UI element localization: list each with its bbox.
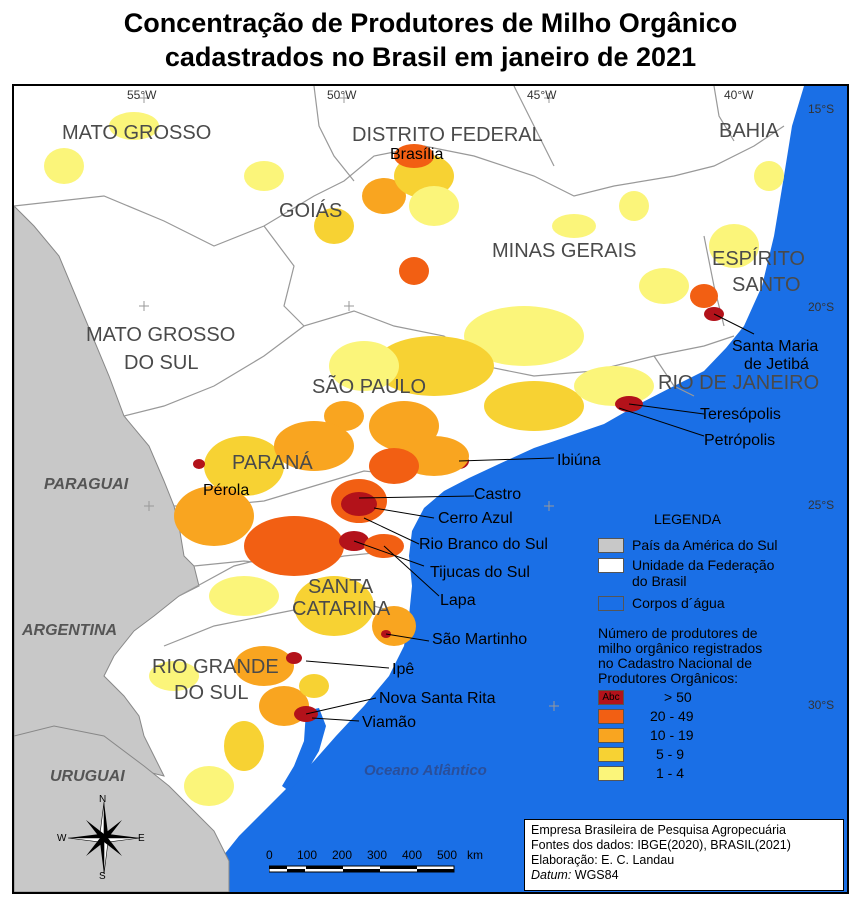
legend-swatch-class-3: [598, 728, 624, 743]
legend-label-water: Corpos d´água: [632, 595, 725, 611]
state-label-rio-de-janeiro: RIO DE JANEIRO: [658, 372, 820, 394]
credits-line: Elaboração: E. C. Landau: [531, 853, 675, 867]
state-label-distrito-federal: DISTRITO FEDERAL: [352, 124, 543, 146]
state-label-rio-grande-do-sul: DO SUL: [174, 682, 249, 704]
state-label-goias: GOIÁS: [279, 200, 343, 222]
scale-unit: km: [467, 848, 483, 862]
legend-swatch-class-1: Abc: [598, 690, 624, 705]
legend-label-country: País da América do Sul: [632, 537, 778, 553]
legend-classes-title: no Cadastro Nacional de: [598, 655, 753, 671]
city-label-sao-martinho: São Martinho: [432, 631, 528, 648]
city-label-teresopolis: Teresópolis: [700, 406, 781, 423]
country-label-argentina: ARGENTINA: [22, 622, 118, 639]
ocean-label: Oceano Atlântico: [364, 762, 487, 779]
longitude-label: 45°W: [527, 88, 557, 102]
compass-south: S: [99, 871, 106, 882]
legend-classes-title: Produtores Orgânicos:: [598, 670, 739, 686]
state-label-rio-grande-do-sul: RIO GRANDE: [152, 656, 279, 678]
state-label-mato-grosso: MATO GROSSO: [62, 122, 212, 144]
state-label-bahia: BAHIA: [719, 120, 780, 142]
city-label-santa-maria: Santa Maria: [732, 338, 819, 355]
state-label-santa-catarina: SANTA: [308, 576, 374, 598]
city-label-ibiuna: Ibiúna: [557, 452, 601, 469]
latitude-label: 30°S: [808, 698, 835, 712]
scale-tick-label: 200: [332, 848, 353, 862]
city-label-lapa: Lapa: [440, 592, 476, 609]
scale-tick-label: 0: [266, 848, 273, 862]
credits-datum-label: Datum:: [531, 868, 572, 882]
latitude-label: 15°S: [808, 102, 835, 116]
legend-label-class-4: 5 - 9: [656, 746, 685, 762]
producer-patches: [44, 112, 784, 806]
country-label-uruguai: URUGUAI: [50, 768, 125, 785]
state-label-minas-gerais: MINAS GERAIS: [492, 240, 637, 262]
state-borders: [14, 86, 785, 647]
city-label-perola: Pérola: [203, 482, 250, 499]
credits-line: Fontes dos dados: IBGE(2020), BRASIL(202…: [531, 838, 791, 852]
compass-east: E: [138, 833, 145, 844]
legend-label-state: do Brasil: [632, 573, 687, 589]
city-label-petropolis: Petrópolis: [704, 432, 776, 449]
credits-line: Empresa Brasileira de Pesquisa Agropecuá…: [531, 823, 786, 837]
state-label-mato-grosso-do-sul: MATO GROSSO: [86, 324, 236, 346]
credits-box: Empresa Brasileira de Pesquisa Agropecuá…: [524, 819, 844, 891]
map-frame: 55°W 50°W 45°W 40°W 15°S 20°S 25°S 30°S …: [12, 84, 849, 894]
map-canvas: [14, 86, 847, 892]
city-label-castro: Castro: [474, 486, 522, 503]
scale-tick-label: 300: [367, 848, 388, 862]
scale-tick-label: 100: [297, 848, 318, 862]
legend-label-class-3: 10 - 19: [650, 727, 694, 743]
state-label-mato-grosso-do-sul: DO SUL: [124, 352, 199, 374]
country-label-paraguai: PARAGUAI: [44, 476, 129, 493]
leader-lines: [305, 313, 755, 722]
legend-swatch-class-2: [598, 709, 624, 724]
city-label-viamao: Viamão: [362, 714, 416, 731]
city-label-brasilia: Brasília: [390, 146, 444, 163]
legend-swatch-water: [598, 596, 624, 611]
credits-datum: Datum: WGS84: [531, 868, 837, 883]
compass-icon: [67, 801, 141, 875]
longitude-label: 40°W: [724, 88, 754, 102]
state-label-santa-catarina: CATARINA: [292, 598, 391, 620]
latitude-label: 20°S: [808, 300, 835, 314]
legend-label-state: Unidade da Federação: [632, 557, 775, 573]
legend-label-class-2: 20 - 49: [650, 708, 694, 724]
country-area-uruguai: [14, 725, 230, 892]
latitude-label: 25°S: [808, 498, 835, 512]
legend-swatch-class-4: [598, 747, 624, 762]
scale-tick-label: 400: [402, 848, 423, 862]
state-label-espirito-santo: ESPÍRITO: [712, 248, 805, 270]
legend-swatch-country: [598, 538, 624, 553]
longitude-label: 50°W: [327, 88, 357, 102]
city-label-rio-branco-do-sul: Rio Branco do Sul: [419, 536, 548, 553]
city-label-nova-santa-rita: Nova Santa Rita: [379, 690, 496, 707]
atlantic-ocean: [209, 86, 847, 892]
map-title: Concentração de Produtores de Milho Orgâ…: [0, 6, 861, 74]
city-label-tijucas-do-sul: Tijucas do Sul: [430, 564, 530, 581]
legend-label-class-5: 1 - 4: [656, 765, 685, 781]
city-label-cerro-azul: Cerro Azul: [438, 510, 513, 527]
credits-datum-value: WGS84: [571, 868, 619, 882]
legend-classes-title: milho orgânico registrados: [598, 640, 763, 656]
compass-west: W: [57, 833, 67, 844]
state-label-parana: PARANÁ: [232, 452, 313, 474]
title-line-2: cadastrados no Brasil em janeiro de 2021: [164, 42, 697, 72]
graticule: [139, 93, 559, 711]
state-label-espirito-santo: SANTO: [732, 274, 801, 296]
state-label-sao-paulo: SÃO PAULO: [312, 376, 427, 398]
compass-north: N: [99, 794, 107, 805]
legend-classes-title: Número de produtores de: [598, 625, 758, 641]
legend-label-class-1: > 50: [664, 689, 692, 705]
lagoa-dos-patos: [282, 708, 326, 791]
legend-title: LEGENDA: [654, 511, 721, 527]
legend-swatch-state: [598, 558, 624, 573]
longitude-label: 55°W: [127, 88, 157, 102]
city-label-santa-maria: de Jetibá: [744, 356, 809, 373]
city-label-ipe: Ipê: [392, 661, 415, 678]
title-line-1: Concentração de Produtores de Milho Orgâ…: [123, 8, 738, 38]
legend-swatch-class-5: [598, 766, 624, 781]
scale-bar-graphic: [269, 865, 455, 873]
scale-tick-label: 500: [437, 848, 458, 862]
